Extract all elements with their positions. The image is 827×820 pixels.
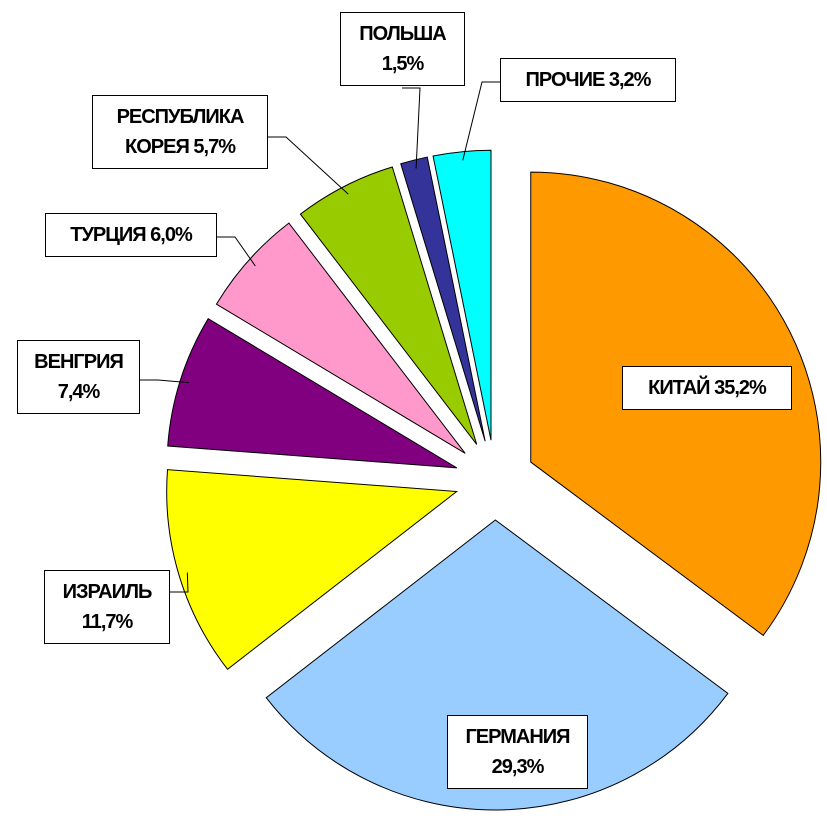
value-label: 1,5% — [381, 53, 425, 75]
slice-label: ТУРЦИЯ 6,0% — [45, 213, 217, 257]
leader-line — [217, 236, 256, 267]
leader-line — [140, 379, 189, 384]
value-label: 35,2% — [714, 377, 767, 399]
slice-label: ГЕРМАНИЯ 29,3% — [447, 715, 588, 789]
value-label: 7,4% — [57, 381, 101, 403]
value-label: 6,0% — [150, 224, 193, 246]
pie-slice — [215, 222, 466, 454]
pie-slice — [299, 166, 478, 445]
pie-slice — [167, 318, 458, 469]
category-name: КИТАЙ — [648, 377, 710, 399]
slice-label: ИЗРАИЛЬ 11,7% — [44, 570, 170, 644]
slice-label: РЕСПУБЛИКА КОРЕЯ 5,7% — [92, 95, 268, 169]
category-name: ВЕНГРИЯ — [34, 351, 124, 373]
slice-label: КИТАЙ 35,2% — [622, 366, 792, 410]
category-name: ТУРЦИЯ — [70, 224, 146, 246]
slice-label: ВЕНГРИЯ 7,4% — [17, 340, 140, 414]
pie-slice — [400, 156, 486, 442]
category-name: РЕСПУБЛИКА КОРЕЯ — [116, 106, 245, 158]
pie-slice — [432, 149, 492, 441]
pie-slice — [265, 519, 729, 811]
value-label: 11,7% — [81, 611, 134, 633]
category-name: ПОЛЬША — [359, 23, 446, 45]
category-name: ИЗРАИЛЬ — [62, 581, 153, 603]
pie-slice — [166, 469, 459, 670]
leader-line — [402, 87, 421, 169]
slice-label: ПОЛЬША 1,5% — [340, 12, 465, 86]
value-label: 29,3% — [491, 756, 545, 778]
leader-line — [462, 81, 500, 161]
value-label: 3,2% — [608, 69, 652, 91]
category-name: ПРОЧИЕ — [525, 69, 606, 91]
slice-label: ПРОЧИЕ 3,2% — [500, 58, 676, 102]
category-name: ГЕРМАНИЯ — [465, 726, 570, 748]
leader-line — [170, 572, 189, 593]
value-label: 5,7% — [193, 136, 236, 158]
leader-line — [268, 136, 349, 195]
